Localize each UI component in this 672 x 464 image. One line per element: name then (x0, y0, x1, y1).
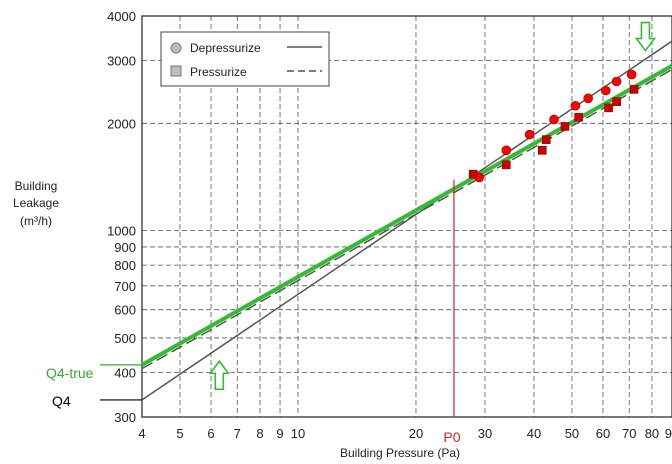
depressurize-fit-line (141, 40, 672, 401)
y-tick-label: 4000 (107, 9, 136, 24)
pressurize-point (604, 103, 613, 113)
depressurize-point (600, 85, 611, 96)
y-tick-label: 400 (114, 365, 136, 380)
pressurize-point (574, 112, 583, 122)
pressurize-fit-line (141, 68, 672, 370)
x-tick-label: 5 (176, 426, 183, 441)
legend-square-marker (170, 65, 182, 77)
y-tick-label: 1000 (107, 224, 136, 239)
depressurize-point (524, 129, 535, 140)
legend-circle-marker (170, 42, 182, 54)
y-tick-label: 900 (114, 240, 136, 255)
depressurize-point (549, 114, 559, 125)
pressurize-point (468, 169, 478, 179)
annotations: Q4-true Q4 P0 (46, 21, 657, 445)
x-tick-label: 90 (665, 426, 672, 441)
q4-label: Q4 (52, 393, 71, 409)
q4-true-label: Q4-true (46, 365, 94, 381)
x-tick-label: 50 (565, 426, 579, 441)
y-tick-label: 300 (114, 410, 136, 425)
depressurize-point (583, 93, 593, 104)
p0-label: P0 (443, 429, 460, 445)
x-axis-label: Building Pressure (Pa) (340, 446, 460, 460)
x-tick-label: 60 (596, 426, 610, 441)
y-tick-label: 500 (114, 331, 136, 346)
depressurize-point (626, 69, 637, 80)
pressurize-point (629, 85, 639, 94)
x-tick-label: 4 (138, 426, 145, 441)
pressurize-point (501, 160, 511, 170)
y-tick-label: 700 (114, 279, 136, 294)
x-tick-label: 8 (256, 426, 263, 441)
x-tick-label: 80 (645, 426, 659, 441)
data-markers (468, 69, 639, 183)
x-tick-labels: 4 5 6 789 10 20 30 40 50 60 70 80 90 (138, 426, 672, 441)
up-arrow-icon (208, 359, 230, 391)
y-tick-label: 3000 (107, 54, 136, 69)
y-tick-label: 2000 (107, 116, 136, 131)
pressurize-point (612, 97, 621, 106)
y-axis-label-line-2: Leakage (13, 196, 59, 210)
pressurize-point (560, 122, 570, 131)
y-axis-label-line-1: Building (15, 179, 58, 193)
pressurize-point (537, 145, 547, 155)
depressurize-point (611, 76, 622, 87)
x-tick-label: 30 (478, 426, 492, 441)
legend-label-depressurize: Depressurize (190, 41, 261, 55)
y-axis-label-line-3: (m³/h) (20, 214, 52, 228)
y-tick-label: 600 (114, 303, 136, 318)
down-arrow-icon (634, 21, 657, 52)
x-tick-label: 40 (527, 426, 541, 441)
true-fit-line (141, 64, 672, 367)
legend-box (160, 31, 330, 87)
plot-frame (141, 15, 672, 418)
x-tick-label: 20 (409, 426, 423, 441)
x-tick-label: 7 (234, 426, 241, 441)
x-tick-label: 9 (276, 426, 283, 441)
x-tick-label: 10 (291, 426, 305, 441)
x-tick-label: 6 (207, 426, 214, 441)
legend-label-pressurize: Pressurize (190, 65, 247, 79)
x-tick-label: 70 (622, 426, 636, 441)
depressurize-point (501, 145, 512, 156)
fit-lines (141, 40, 672, 401)
y-tick-label: 800 (114, 258, 136, 273)
legend: Depressurize Pressurize (160, 31, 330, 87)
depressurize-point (570, 100, 581, 111)
pressurize-point (541, 135, 551, 144)
